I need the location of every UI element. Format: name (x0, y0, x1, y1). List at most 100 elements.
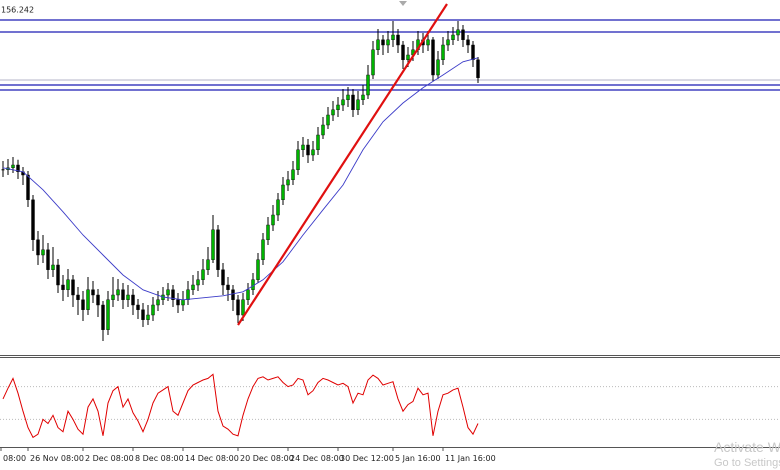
candle-body (281, 184, 285, 201)
candle-body (276, 199, 280, 216)
x-tick-label: 24 Dec 08:00 (290, 454, 344, 463)
candle-body (206, 259, 210, 270)
candle-body (461, 29, 465, 40)
candle-body (386, 39, 390, 46)
candle-body (141, 309, 145, 320)
candle-body (156, 299, 160, 306)
candle-body (56, 264, 60, 286)
candle-body (76, 294, 80, 301)
candle-body (446, 39, 450, 46)
candle-body (336, 104, 340, 111)
candle-body (406, 54, 410, 61)
candle-body (146, 314, 150, 321)
candle-body (296, 149, 300, 171)
candle-body (226, 284, 230, 291)
trend-line (237, 3, 448, 326)
candle-body (256, 259, 260, 280)
candle-body (196, 279, 200, 286)
candle-body (171, 289, 175, 300)
x-tick-label: 8 Dec 08:00 (135, 454, 184, 463)
x-tick-label: 08:00 (3, 454, 26, 463)
candle-body (381, 39, 385, 46)
candle-body (221, 269, 225, 286)
candle-body (311, 149, 315, 156)
candle-body (16, 164, 20, 172)
candle-body (96, 294, 100, 306)
candle-body (471, 44, 475, 61)
candle-body (116, 289, 120, 296)
x-tick-label: 26 Nov 08:00 (30, 454, 84, 463)
candle-body (71, 279, 75, 296)
candle-body (346, 94, 350, 101)
x-tick-label: 14 Dec 08:00 (185, 454, 239, 463)
candle-body (476, 59, 480, 78)
candle-body (166, 289, 170, 296)
candle-body (46, 249, 50, 271)
candle-body (211, 229, 215, 261)
candle-body (326, 114, 330, 126)
candle-body (31, 199, 35, 241)
candle-body (61, 284, 65, 291)
oscillator-line (2, 373, 479, 439)
candle-body (436, 59, 440, 76)
x-tick-label: 20 Dec 08:00 (240, 454, 294, 463)
scroll-marker (399, 1, 407, 6)
candle-body (351, 94, 355, 111)
candle-body (126, 294, 130, 301)
x-tick-label: 30 Dec 12:00 (340, 454, 394, 463)
candle-body (366, 74, 370, 96)
candle-body (231, 289, 235, 300)
candle-body (316, 134, 320, 151)
candle-body (51, 264, 55, 271)
candle-body (181, 299, 185, 306)
candle-body (466, 39, 470, 46)
candle-body (321, 124, 325, 136)
candle-body (101, 304, 105, 330)
candle-body (361, 94, 365, 101)
candle-body (136, 304, 140, 311)
candle-body (286, 179, 290, 186)
candle-body (426, 39, 430, 46)
candle-body (191, 284, 195, 291)
candle-body (201, 269, 205, 280)
candle-body (11, 164, 15, 168)
candle-body (91, 289, 95, 296)
candle-body (291, 169, 295, 181)
candle-body (456, 29, 460, 36)
candle-body (331, 109, 335, 116)
candle-body (376, 39, 380, 50)
watermark: Go to Settings (714, 457, 780, 469)
candle-body (396, 34, 400, 46)
candle-body (106, 299, 110, 330)
candle-body (431, 39, 435, 76)
candle-body (236, 299, 240, 316)
candle-body (451, 34, 455, 41)
x-tick-label: 11 Jan 16:00 (445, 454, 496, 463)
candle-body (261, 239, 265, 261)
candle-body (401, 44, 405, 61)
candle-body (86, 289, 90, 310)
candle-body (341, 99, 345, 106)
candle-body (356, 99, 360, 111)
candle-body (176, 299, 180, 306)
candle-body (186, 289, 190, 300)
candle-body (121, 289, 125, 300)
candle-body (371, 49, 375, 76)
candle-body (441, 44, 445, 61)
candle-body (241, 299, 245, 316)
watermark: Activate W (714, 439, 780, 455)
x-tick-label: 5 Jan 16:00 (395, 454, 441, 463)
candle-body (26, 174, 30, 200)
candle-body (66, 279, 70, 290)
candle-body (391, 34, 395, 41)
candle-body (41, 249, 45, 256)
price-label: 156.242 (1, 5, 34, 14)
moving-average (2, 57, 479, 301)
candle-body (36, 239, 40, 256)
candle-body (216, 229, 220, 271)
candle-body (131, 294, 135, 306)
candle-body (111, 294, 115, 301)
candle-body (81, 299, 85, 310)
